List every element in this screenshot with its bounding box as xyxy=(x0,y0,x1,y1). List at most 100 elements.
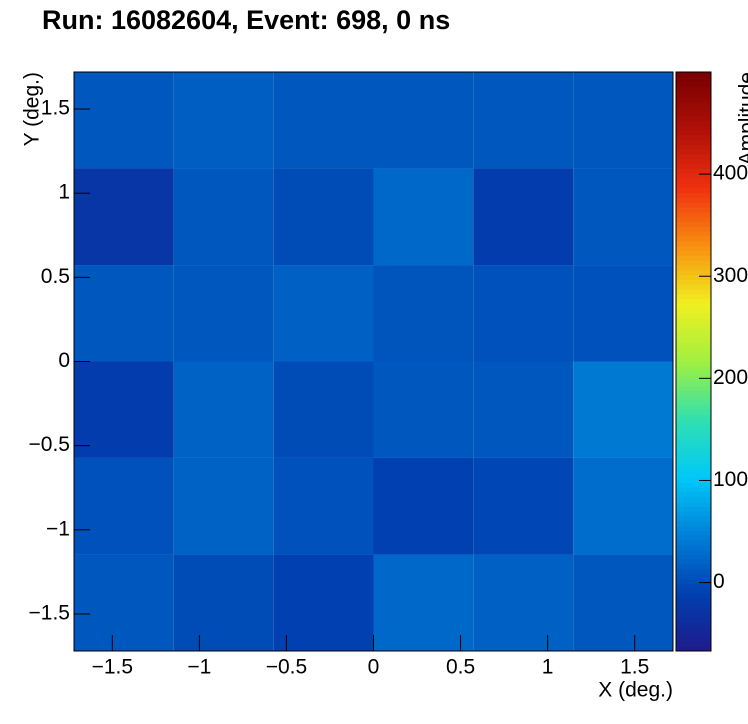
colorbar-segment xyxy=(676,559,711,565)
colorbar-segment xyxy=(676,289,711,295)
colorbar-segment xyxy=(676,506,711,512)
z-tick-label: 100 xyxy=(713,468,748,491)
z-axis-title: Amplitude xyxy=(736,72,748,165)
heatmap-cell xyxy=(173,361,274,458)
heatmap-cell xyxy=(373,72,474,169)
colorbar-segment xyxy=(676,76,711,83)
colorbar-segment xyxy=(676,356,711,362)
heatmap-cell xyxy=(573,72,673,169)
heatmap-cell xyxy=(573,457,673,555)
colorbar-segment xyxy=(676,216,711,223)
colorbar-segment xyxy=(676,438,711,445)
colorbar-segment xyxy=(676,115,711,121)
colorbar-segment xyxy=(676,192,711,198)
colorbar-segment xyxy=(676,573,711,580)
colorbar-segment xyxy=(676,530,711,536)
colorbar-segment xyxy=(676,91,711,97)
chart-title: Run: 16082604, Event: 698, 0 ns xyxy=(42,5,450,35)
z-tick-label: 200 xyxy=(713,366,748,389)
heatmap-cell xyxy=(473,554,574,651)
colorbar-segment xyxy=(676,636,711,642)
colorbar-segment xyxy=(676,139,711,145)
colorbar-segment xyxy=(676,424,711,430)
colorbar-segment xyxy=(676,313,711,319)
x-axis-title: X (deg.) xyxy=(598,679,673,702)
y-tick-label: 0 xyxy=(58,349,70,372)
heatmap-cell xyxy=(273,457,374,555)
colorbar-segment xyxy=(676,240,711,247)
x-tick-label: 1.5 xyxy=(620,656,649,679)
colorbar-segment xyxy=(676,269,711,276)
heatmap-cell xyxy=(373,168,474,266)
colorbar-segment xyxy=(676,593,711,599)
heatmap-cell xyxy=(473,361,574,458)
colorbar-segment xyxy=(676,482,711,488)
colorbar-segment xyxy=(676,535,711,541)
heatmap-cell xyxy=(273,265,374,362)
colorbar-segment xyxy=(676,549,711,555)
colorbar-segment xyxy=(676,404,711,411)
colorbar-segment xyxy=(676,453,711,459)
heatmap-cell xyxy=(573,554,673,651)
x-tick-label: 1 xyxy=(542,656,554,679)
colorbar-segment xyxy=(676,255,711,261)
heatmap-cell xyxy=(173,265,274,362)
colorbar-segment xyxy=(676,110,711,116)
colorbar-segment xyxy=(676,149,711,155)
heatmap-cell xyxy=(473,457,574,555)
colorbar-segment xyxy=(676,163,711,169)
heatmap-cell xyxy=(273,72,374,169)
colorbar-segment xyxy=(676,486,711,493)
colorbar-segment xyxy=(676,158,711,165)
heatmap-cell xyxy=(173,457,274,555)
colorbar-segment xyxy=(676,250,711,256)
colorbar-segment xyxy=(676,351,711,358)
x-tick-label: −0.5 xyxy=(266,656,307,679)
colorbar-segment xyxy=(676,197,711,203)
colorbar-segment xyxy=(676,515,711,522)
colorbar-segment xyxy=(676,612,711,618)
colorbar-segment xyxy=(676,626,711,633)
heatmap-cell xyxy=(473,72,574,169)
colorbar-segment xyxy=(676,178,711,184)
colorbar-segment xyxy=(676,293,711,300)
z-tick-label: 400 xyxy=(713,162,748,185)
colorbar-segment xyxy=(676,342,711,348)
x-tick-label: −1.5 xyxy=(92,656,133,679)
y-tick-label: 1 xyxy=(58,181,70,204)
z-tick-label: 300 xyxy=(713,264,748,287)
colorbar-segment xyxy=(676,588,711,594)
colorbar-segment xyxy=(676,327,711,334)
colorbar-segment xyxy=(676,390,711,396)
colorbar-segment xyxy=(676,448,711,454)
colorbar-segment xyxy=(676,525,711,531)
colorbar-segment xyxy=(676,602,711,609)
colorbar-segment xyxy=(676,221,711,227)
colorbar-segment xyxy=(676,472,711,478)
colorbar-segment xyxy=(676,226,711,232)
colorbar-segment xyxy=(676,433,711,440)
heatmap-cell xyxy=(74,361,174,458)
colorbar-segment xyxy=(676,366,711,372)
heatmap-cell xyxy=(273,168,374,266)
x-tick-label: 0 xyxy=(368,656,380,679)
colorbar-segment xyxy=(676,279,711,285)
colorbar-segment xyxy=(676,491,711,498)
heatmap-cell xyxy=(373,457,474,555)
colorbar-segment xyxy=(676,182,711,189)
colorbar-segment xyxy=(676,318,711,324)
colorbar-segment xyxy=(676,187,711,194)
colorbar-segment xyxy=(676,462,711,469)
colorbar-segment xyxy=(676,202,711,208)
colorbar-segment xyxy=(676,646,711,652)
colorbar-segment xyxy=(676,597,711,604)
colorbar-segment xyxy=(676,511,711,517)
heatmap-cell xyxy=(573,168,673,266)
colorbar-segment xyxy=(676,265,711,271)
heatmap-cell xyxy=(373,265,474,362)
colorbar-segment xyxy=(676,578,711,584)
heatmap-cell xyxy=(573,361,673,458)
colorbar-segment xyxy=(676,371,711,377)
